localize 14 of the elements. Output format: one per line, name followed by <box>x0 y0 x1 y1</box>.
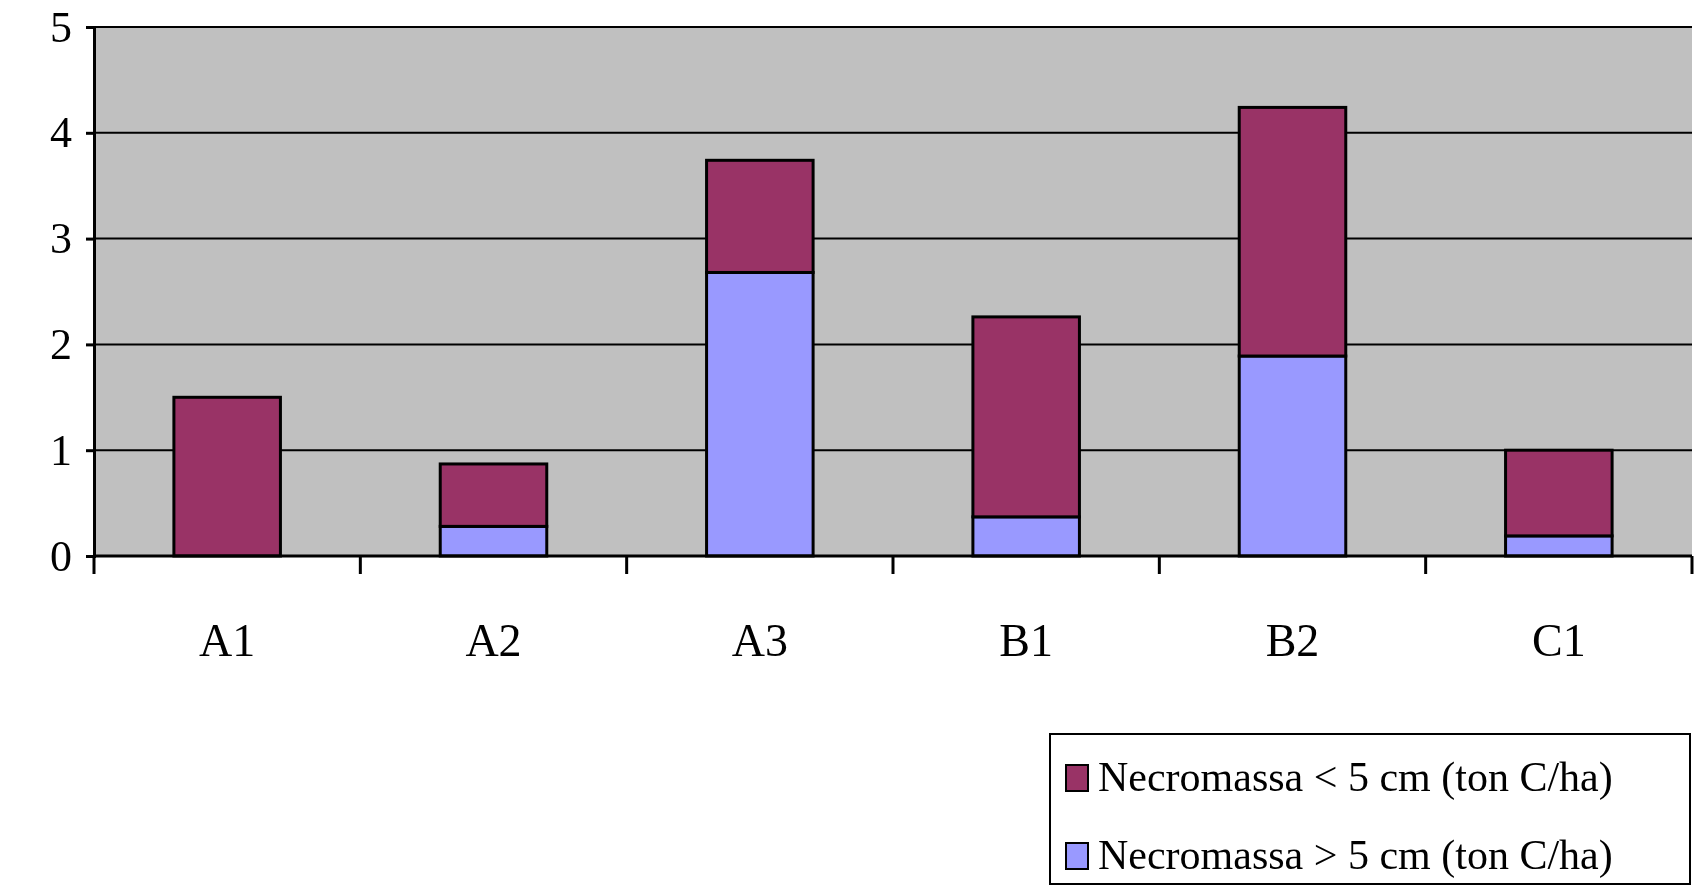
legend-label: Necromassa < 5 cm (ton C/ha) <box>1098 754 1613 801</box>
legend-label: Necromassa > 5 cm (ton C/ha) <box>1098 832 1613 879</box>
y-tick-label: 3 <box>50 214 72 264</box>
x-tick-label: B2 <box>1265 615 1320 666</box>
y-tick-label: 0 <box>50 531 72 581</box>
x-tick-label: B1 <box>999 615 1054 666</box>
x-tick-label: A1 <box>199 615 256 666</box>
x-tick-label: C1 <box>1531 615 1586 666</box>
x-tick-label: A3 <box>731 615 788 666</box>
y-tick-label: 4 <box>50 108 72 158</box>
y-tick-label: 5 <box>50 2 72 52</box>
y-tick-label: 1 <box>50 425 72 475</box>
x-tick-label: A2 <box>465 615 522 666</box>
y-tick-label: 2 <box>50 319 72 369</box>
